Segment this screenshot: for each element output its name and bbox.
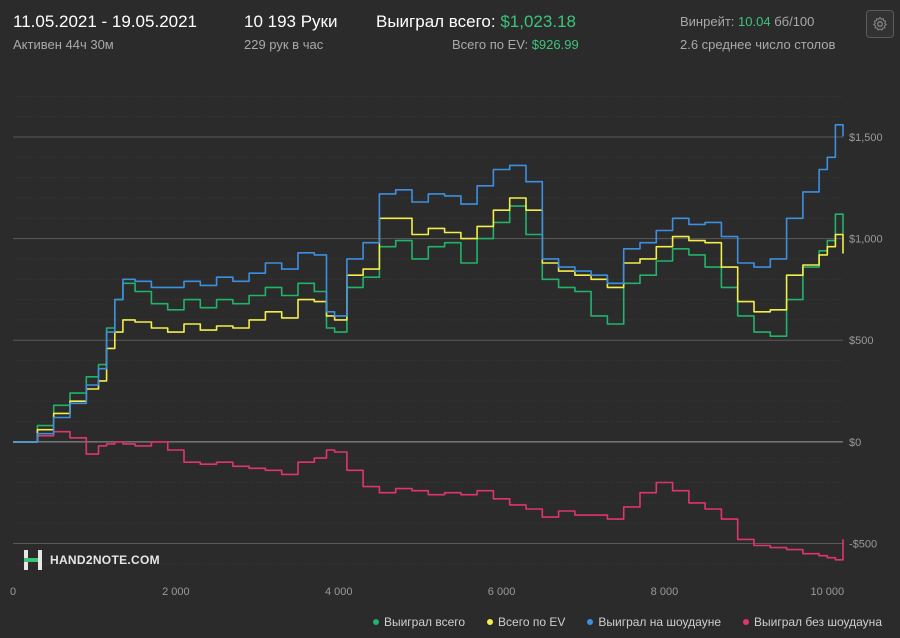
avg-tables: 2.6 среднее число столов — [680, 37, 836, 52]
x-tick-label: 10 000 — [810, 586, 844, 598]
settings-button[interactable] — [866, 10, 894, 38]
legend-showdown[interactable]: Выиграл на шоудауне — [587, 615, 721, 629]
won-total: Выиграл всего: $1,023.18 — [376, 12, 576, 32]
ev-total-value: $926.99 — [531, 37, 579, 52]
legend-dot-ev-total — [487, 619, 494, 625]
legend-label: Выиграл на шоудауне — [598, 615, 721, 629]
hand2note-logo-icon — [24, 550, 42, 570]
legend-dot-won-total — [372, 619, 379, 625]
hands-count: 10 193 Руки — [244, 12, 338, 31]
x-axis-ticks: 0 2 000 4 000 6 000 8 000 10 000 — [10, 586, 844, 598]
hand2note-logo: HAND2NOTE.COM — [22, 548, 160, 572]
ev-total-label: Всего по EV: — [452, 37, 529, 52]
won-total-label: Выиграл всего: — [376, 12, 496, 31]
legend-ev-total[interactable]: Всего по EV — [487, 615, 565, 629]
active-time: Активен 44ч 30м — [13, 37, 114, 52]
series-line — [13, 205, 844, 443]
series-line — [13, 197, 844, 443]
winrate: Винрейт: 10.04 бб/100 — [680, 14, 814, 29]
legend-label: Выиграл без шоудауна — [754, 615, 882, 629]
y-tick-label: -$500 — [849, 539, 877, 551]
x-tick-label: 2 000 — [162, 586, 190, 598]
chart-legend: Выиграл всего Всего по EV Выиграл на шоу… — [372, 615, 882, 629]
winrate-value: 10.04 — [738, 14, 771, 29]
series-line — [13, 430, 844, 561]
x-tick-label: 4 000 — [325, 586, 353, 598]
y-tick-label: $1,000 — [849, 234, 883, 246]
x-tick-label: 8 000 — [651, 586, 679, 598]
chart-series — [13, 124, 844, 561]
series-line — [13, 124, 844, 443]
ev-total: Всего по EV: $926.99 — [452, 37, 579, 52]
legend-won-total[interactable]: Выиграл всего — [372, 615, 466, 629]
legend-non-showdown[interactable]: Выиграл без шоудауна — [743, 615, 882, 629]
stats-header: 11.05.2021 - 19.05.2021 Активен 44ч 30м … — [0, 0, 900, 62]
legend-dot-showdown — [587, 619, 594, 625]
logo-text: HAND2NOTE.COM — [50, 553, 160, 567]
x-tick-label: 6 000 — [488, 586, 516, 598]
y-tick-label: $0 — [849, 437, 861, 449]
winrate-label: Винрейт: — [680, 14, 735, 29]
winrate-unit: бб/100 — [774, 14, 815, 29]
gear-icon — [873, 16, 887, 31]
y-tick-label: $1,500 — [849, 132, 883, 144]
hands-per-hour: 229 рук в час — [244, 37, 324, 52]
x-tick-label: 0 — [10, 586, 16, 598]
legend-label: Выиграл всего — [383, 615, 466, 629]
legend-label: Всего по EV — [498, 615, 566, 629]
y-tick-label: $500 — [849, 335, 873, 347]
won-total-value: $1,023.18 — [500, 12, 576, 31]
date-range: 11.05.2021 - 19.05.2021 — [13, 12, 198, 31]
y-axis-ticks: $1,500 $1,000 $500 $0 -$500 — [849, 132, 883, 551]
legend-dot-non-showdown — [743, 619, 749, 625]
